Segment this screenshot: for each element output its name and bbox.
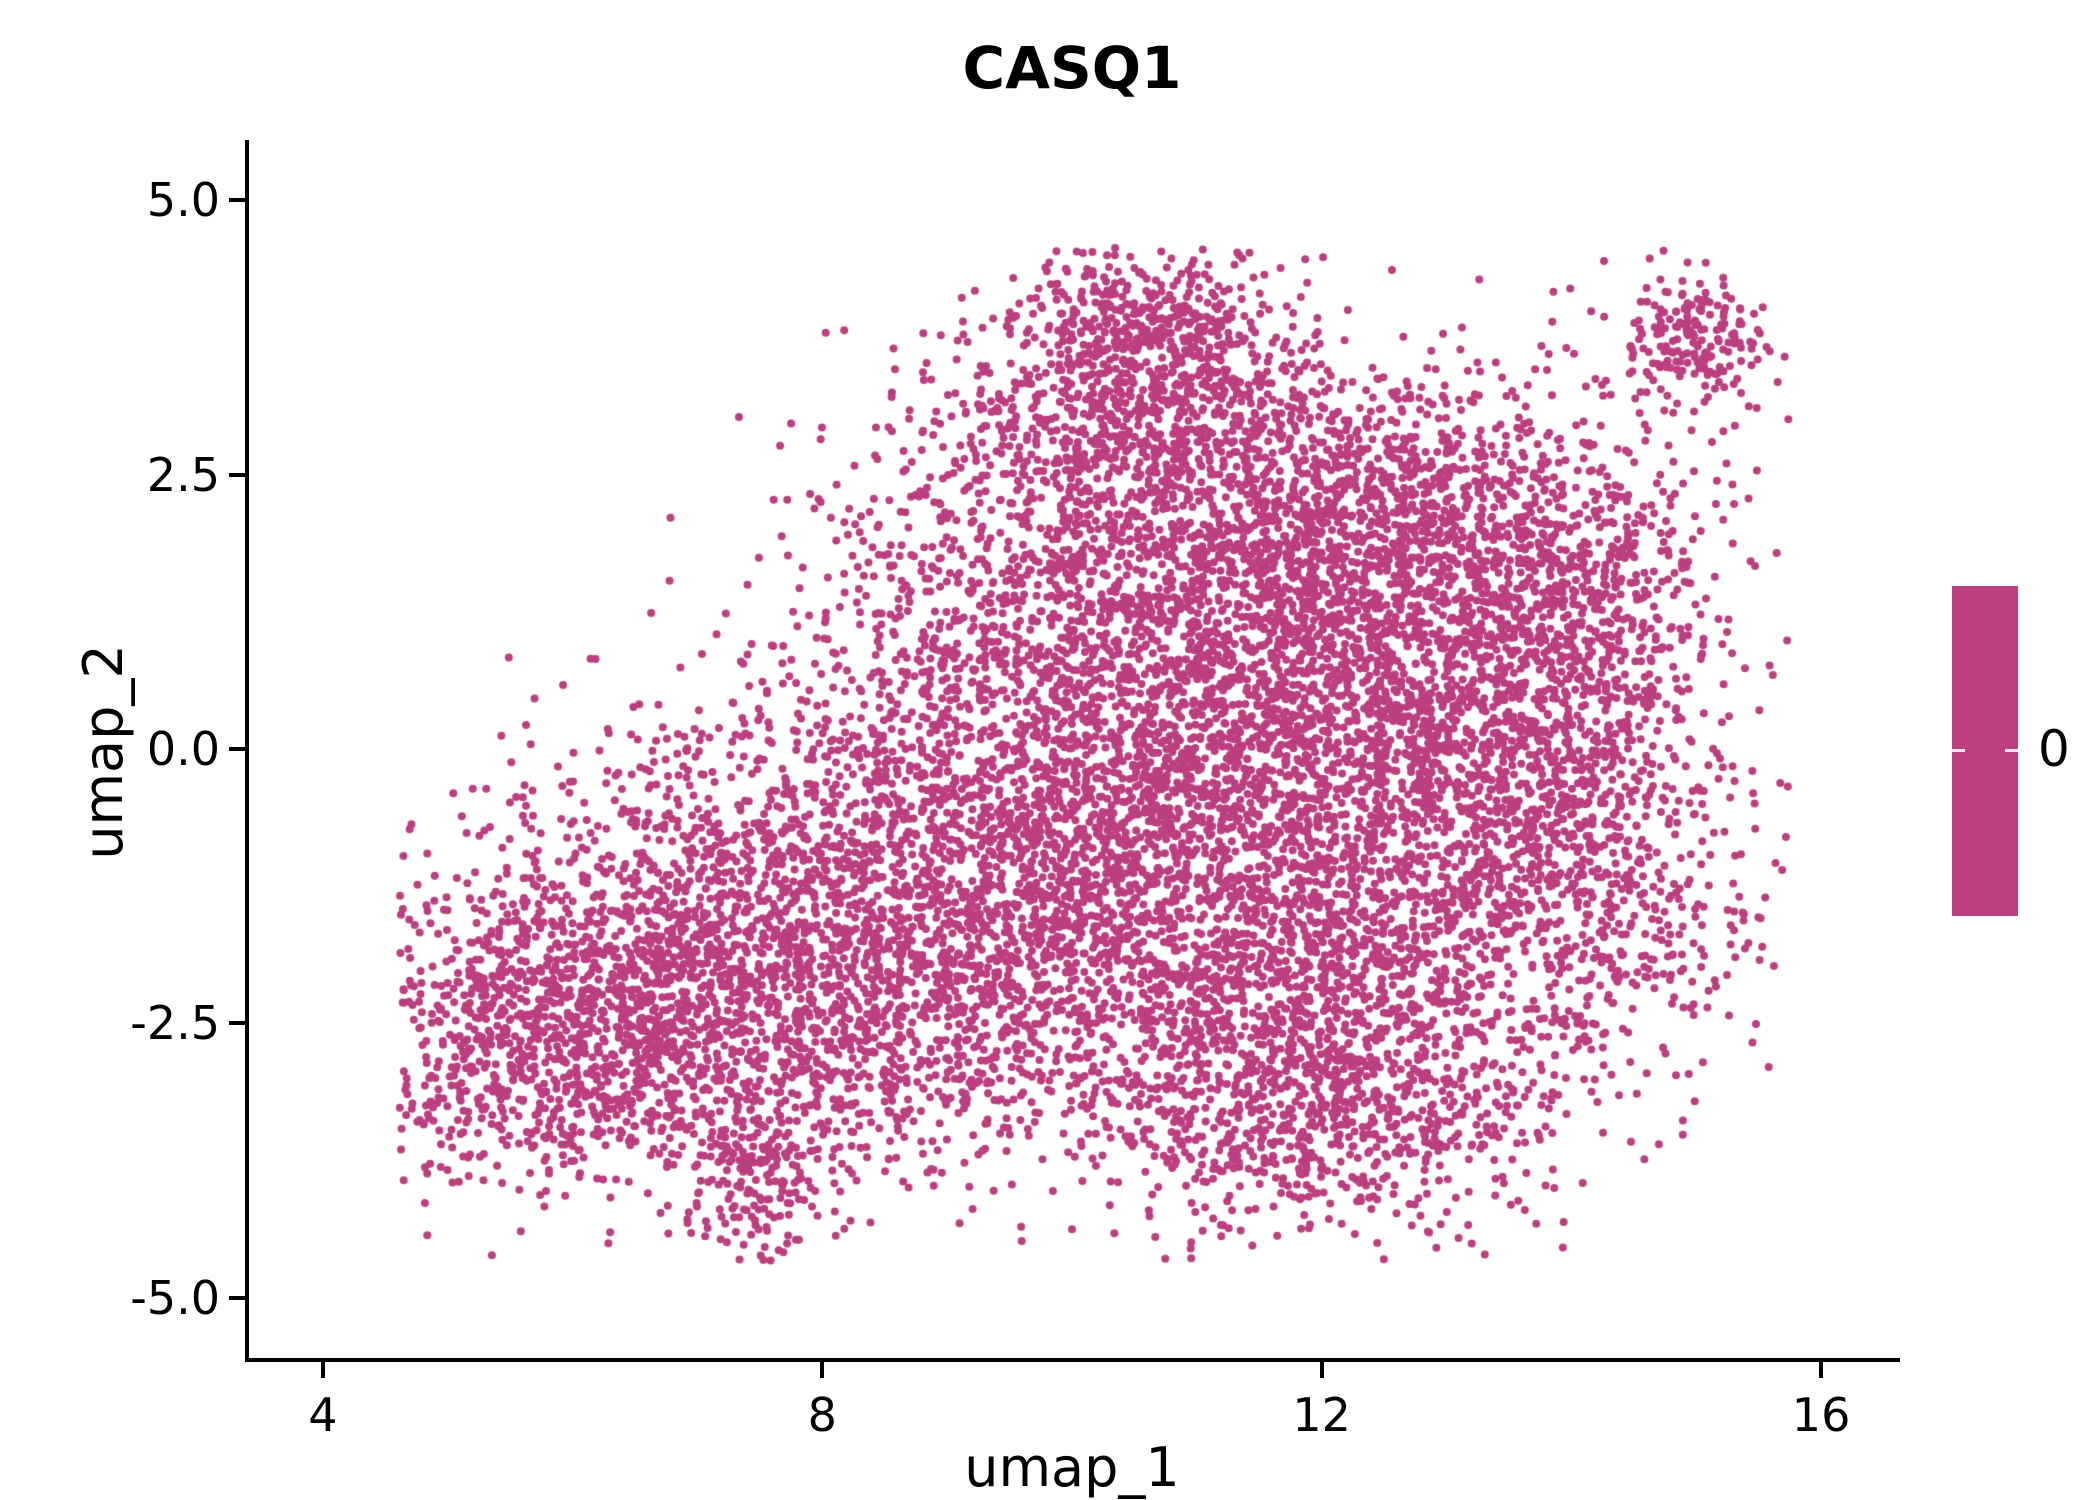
y-tick-label: -5.0 bbox=[130, 1270, 220, 1325]
colorbar bbox=[1952, 586, 2018, 916]
colorbar-tick-left bbox=[1952, 749, 1965, 752]
x-tick-label: 12 bbox=[1292, 1388, 1351, 1442]
y-tick-mark bbox=[229, 1021, 245, 1026]
x-tick-mark bbox=[320, 1362, 325, 1378]
x-tick-label: 8 bbox=[807, 1388, 837, 1442]
y-tick-mark bbox=[229, 198, 245, 203]
y-axis-line bbox=[245, 140, 249, 1362]
y-tick-mark bbox=[229, 472, 245, 477]
chart-title: CASQ1 bbox=[962, 34, 1182, 102]
y-tick-label: -2.5 bbox=[130, 996, 220, 1051]
y-tick-label: 2.5 bbox=[146, 447, 220, 502]
scatter-canvas bbox=[248, 140, 1896, 1358]
y-tick-label: 5.0 bbox=[146, 173, 220, 228]
x-tick-mark bbox=[1819, 1362, 1824, 1378]
x-tick-label: 16 bbox=[1791, 1388, 1851, 1442]
x-axis-line bbox=[245, 1358, 1900, 1362]
x-axis-title: umap_1 bbox=[964, 1436, 1180, 1499]
x-tick-mark bbox=[820, 1362, 825, 1378]
x-tick-mark bbox=[1319, 1362, 1324, 1378]
colorbar-label: 0 bbox=[2038, 719, 2070, 778]
colorbar-tick-right bbox=[2005, 749, 2018, 752]
y-tick-mark bbox=[229, 747, 245, 751]
y-tick-label: 0.0 bbox=[146, 722, 220, 776]
y-tick-mark bbox=[229, 1295, 245, 1300]
x-tick-label: 4 bbox=[308, 1388, 338, 1442]
